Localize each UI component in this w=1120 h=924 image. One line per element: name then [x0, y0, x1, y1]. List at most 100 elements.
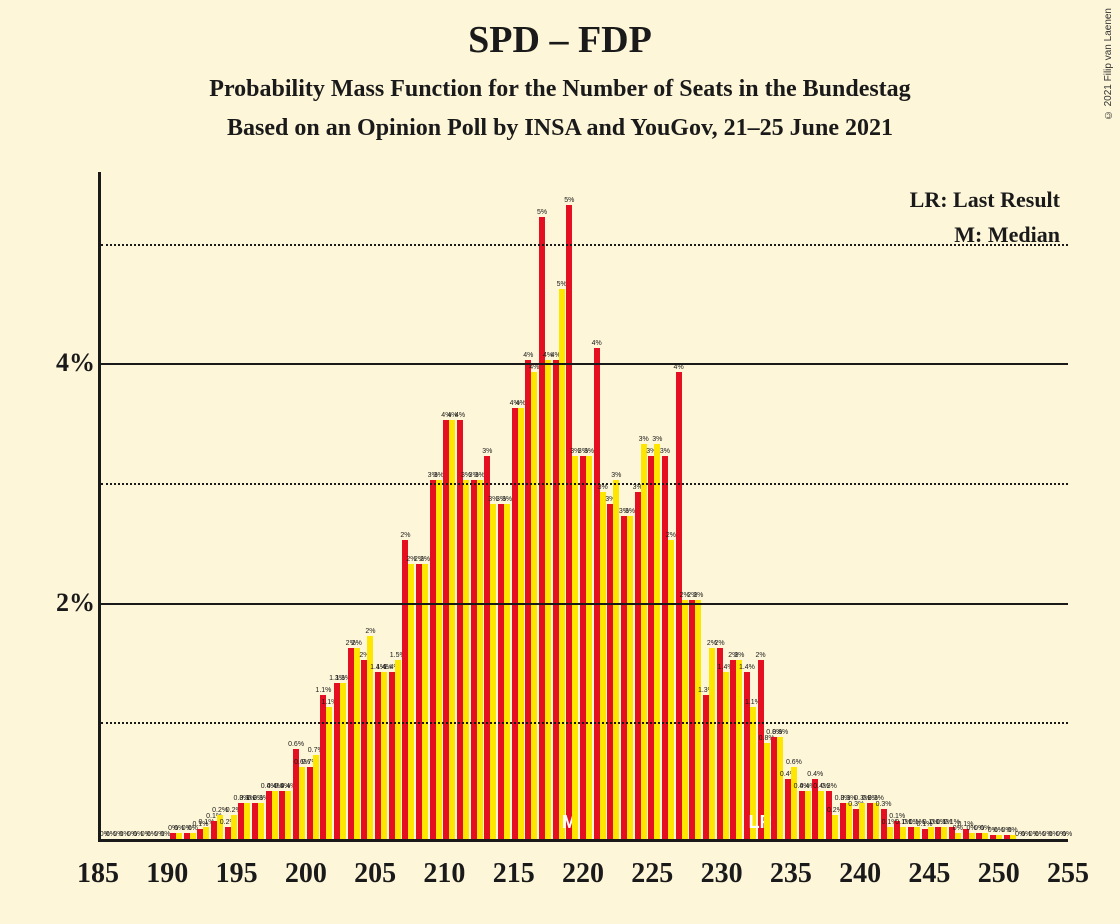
bar-value-label: 0.6% — [288, 741, 304, 749]
bar-value-label: 2% — [756, 652, 766, 660]
bar-value-label: 4% — [674, 364, 684, 372]
bar-secondary: 4% — [545, 360, 551, 839]
title-block: SPD – FDP Probability Mass Function for … — [0, 0, 1120, 142]
bar-value-label: 3% — [611, 472, 621, 480]
bar-secondary: 2% — [668, 540, 674, 839]
bar-value-label: 2% — [715, 640, 725, 648]
x-tick-label: 245 — [908, 858, 950, 890]
y-tick-label: 4% — [53, 348, 95, 378]
x-tick-label: 185 — [77, 858, 119, 890]
x-tick-label: 225 — [631, 858, 673, 890]
bar-secondary: 0.2% — [231, 815, 237, 839]
x-tick-label: 255 — [1047, 858, 1089, 890]
bar-value-label: 2% — [734, 652, 744, 660]
bar-secondary: 0% — [955, 833, 961, 839]
x-tick-label: 195 — [216, 858, 258, 890]
bar-secondary: 5% — [559, 289, 565, 839]
bar-secondary: 0.4% — [285, 791, 291, 839]
bar-secondary: 0.4% — [818, 791, 824, 839]
bar-secondary: 3% — [572, 456, 578, 839]
bar-value-label: 2% — [666, 532, 676, 540]
bar-value-label: 2% — [693, 592, 703, 600]
bar-value-label: 3% — [639, 436, 649, 444]
bar-secondary: 3% — [463, 480, 469, 839]
bar-secondary: 3% — [641, 444, 647, 839]
x-tick-label: 230 — [701, 858, 743, 890]
bar-secondary: 0.6% — [791, 767, 797, 839]
bar-secondary: 2% — [354, 648, 360, 839]
bar-secondary: 0.1% — [203, 827, 209, 839]
bar-secondary: 3% — [477, 480, 483, 839]
bar-secondary: 0.2% — [832, 815, 838, 839]
bar-secondary: 2% — [682, 600, 688, 839]
x-tick-label: 210 — [423, 858, 465, 890]
bar-value-label: 0.3% — [821, 783, 837, 791]
bar-value-label: 5% — [564, 197, 574, 205]
bar-secondary: 3% — [613, 480, 619, 839]
bar-value-label: 0.6% — [786, 759, 802, 767]
bar-value-label: 0.3% — [876, 801, 892, 809]
bar-value-label: 3% — [584, 448, 594, 456]
bar-secondary: 0.1% — [941, 827, 947, 839]
bar-secondary: 3% — [436, 480, 442, 839]
x-tick-label: 190 — [146, 858, 188, 890]
bar-value-label: 3% — [434, 472, 444, 480]
bar-secondary: 2% — [408, 564, 414, 839]
gridline-major — [101, 363, 1068, 365]
gridline-minor — [101, 483, 1068, 485]
bar-secondary: 2% — [422, 564, 428, 839]
bar-secondary: 0.1% — [928, 827, 934, 839]
bar-value-label: 2% — [352, 640, 362, 648]
x-tick-label: 200 — [285, 858, 327, 890]
bar-secondary: 1.3% — [340, 683, 346, 839]
bar-secondary: 0.1% — [887, 827, 893, 839]
bar-value-label: 3% — [652, 436, 662, 444]
bar-secondary: 2% — [736, 660, 742, 839]
bar-value-label: 5% — [537, 209, 547, 217]
bar-secondary: 3% — [627, 516, 633, 839]
bar-secondary: 3% — [586, 456, 592, 839]
bar-value-label: 4% — [516, 400, 526, 408]
bar-secondary: 4% — [518, 408, 524, 839]
bar-secondary: 0% — [996, 835, 1002, 839]
x-tick-label: 205 — [354, 858, 396, 890]
bar-secondary: 0% — [969, 833, 975, 839]
chart-title: SPD – FDP — [0, 18, 1120, 62]
bar-value-label: 4% — [455, 412, 465, 420]
plot-area: 0%0%0%0%0%0%0%0%0%0%0%0%0%0%0.1%0.1%0.1%… — [98, 172, 1068, 842]
bar-value-label: 1.4% — [739, 664, 755, 672]
bar-secondary: 3% — [654, 444, 660, 839]
gridline-minor — [101, 244, 1068, 246]
bar-secondary: 0.3% — [244, 803, 250, 839]
bar-secondary: 0.6% — [299, 767, 305, 839]
bar-value-label: 4% — [529, 364, 539, 372]
bar-secondary: 1.4% — [381, 672, 387, 840]
bar-value-label: 3% — [502, 496, 512, 504]
bar-secondary: 2% — [709, 648, 715, 839]
bar-value-label: 3% — [625, 508, 635, 516]
bar-value-label: 2% — [420, 556, 430, 564]
bar-value-label: 2% — [365, 628, 375, 636]
copyright-text: © 2021 Filip van Laenen — [1103, 8, 1114, 120]
bar-secondary: 1.5% — [395, 660, 401, 839]
bar-secondary: 0.8% — [777, 737, 783, 839]
bar-secondary: 0% — [190, 833, 196, 839]
x-tick-label: 235 — [770, 858, 812, 890]
x-tick-label: 215 — [493, 858, 535, 890]
gridline-major — [101, 603, 1068, 605]
bar-secondary: 2% — [695, 600, 701, 839]
bar-secondary: 0.3% — [258, 803, 264, 839]
bar-value-label: 5% — [557, 281, 567, 289]
bar-secondary: 0.1% — [900, 827, 906, 839]
bar-value-label: 2% — [400, 532, 410, 540]
bar-value-label: 4% — [592, 340, 602, 348]
bar-value-label: 3% — [598, 484, 608, 492]
bar-secondary: 3% — [504, 504, 510, 839]
bar-secondary: 4% — [531, 372, 537, 839]
bar-value-label: 3% — [660, 448, 670, 456]
bar-value-label: 0.4% — [807, 771, 823, 779]
y-tick-label: 2% — [53, 588, 95, 618]
chart-subtitle: Probability Mass Function for the Number… — [0, 76, 1120, 103]
bar-value-label: 1.1% — [315, 687, 331, 695]
bar-secondary: 1.4% — [723, 672, 729, 840]
